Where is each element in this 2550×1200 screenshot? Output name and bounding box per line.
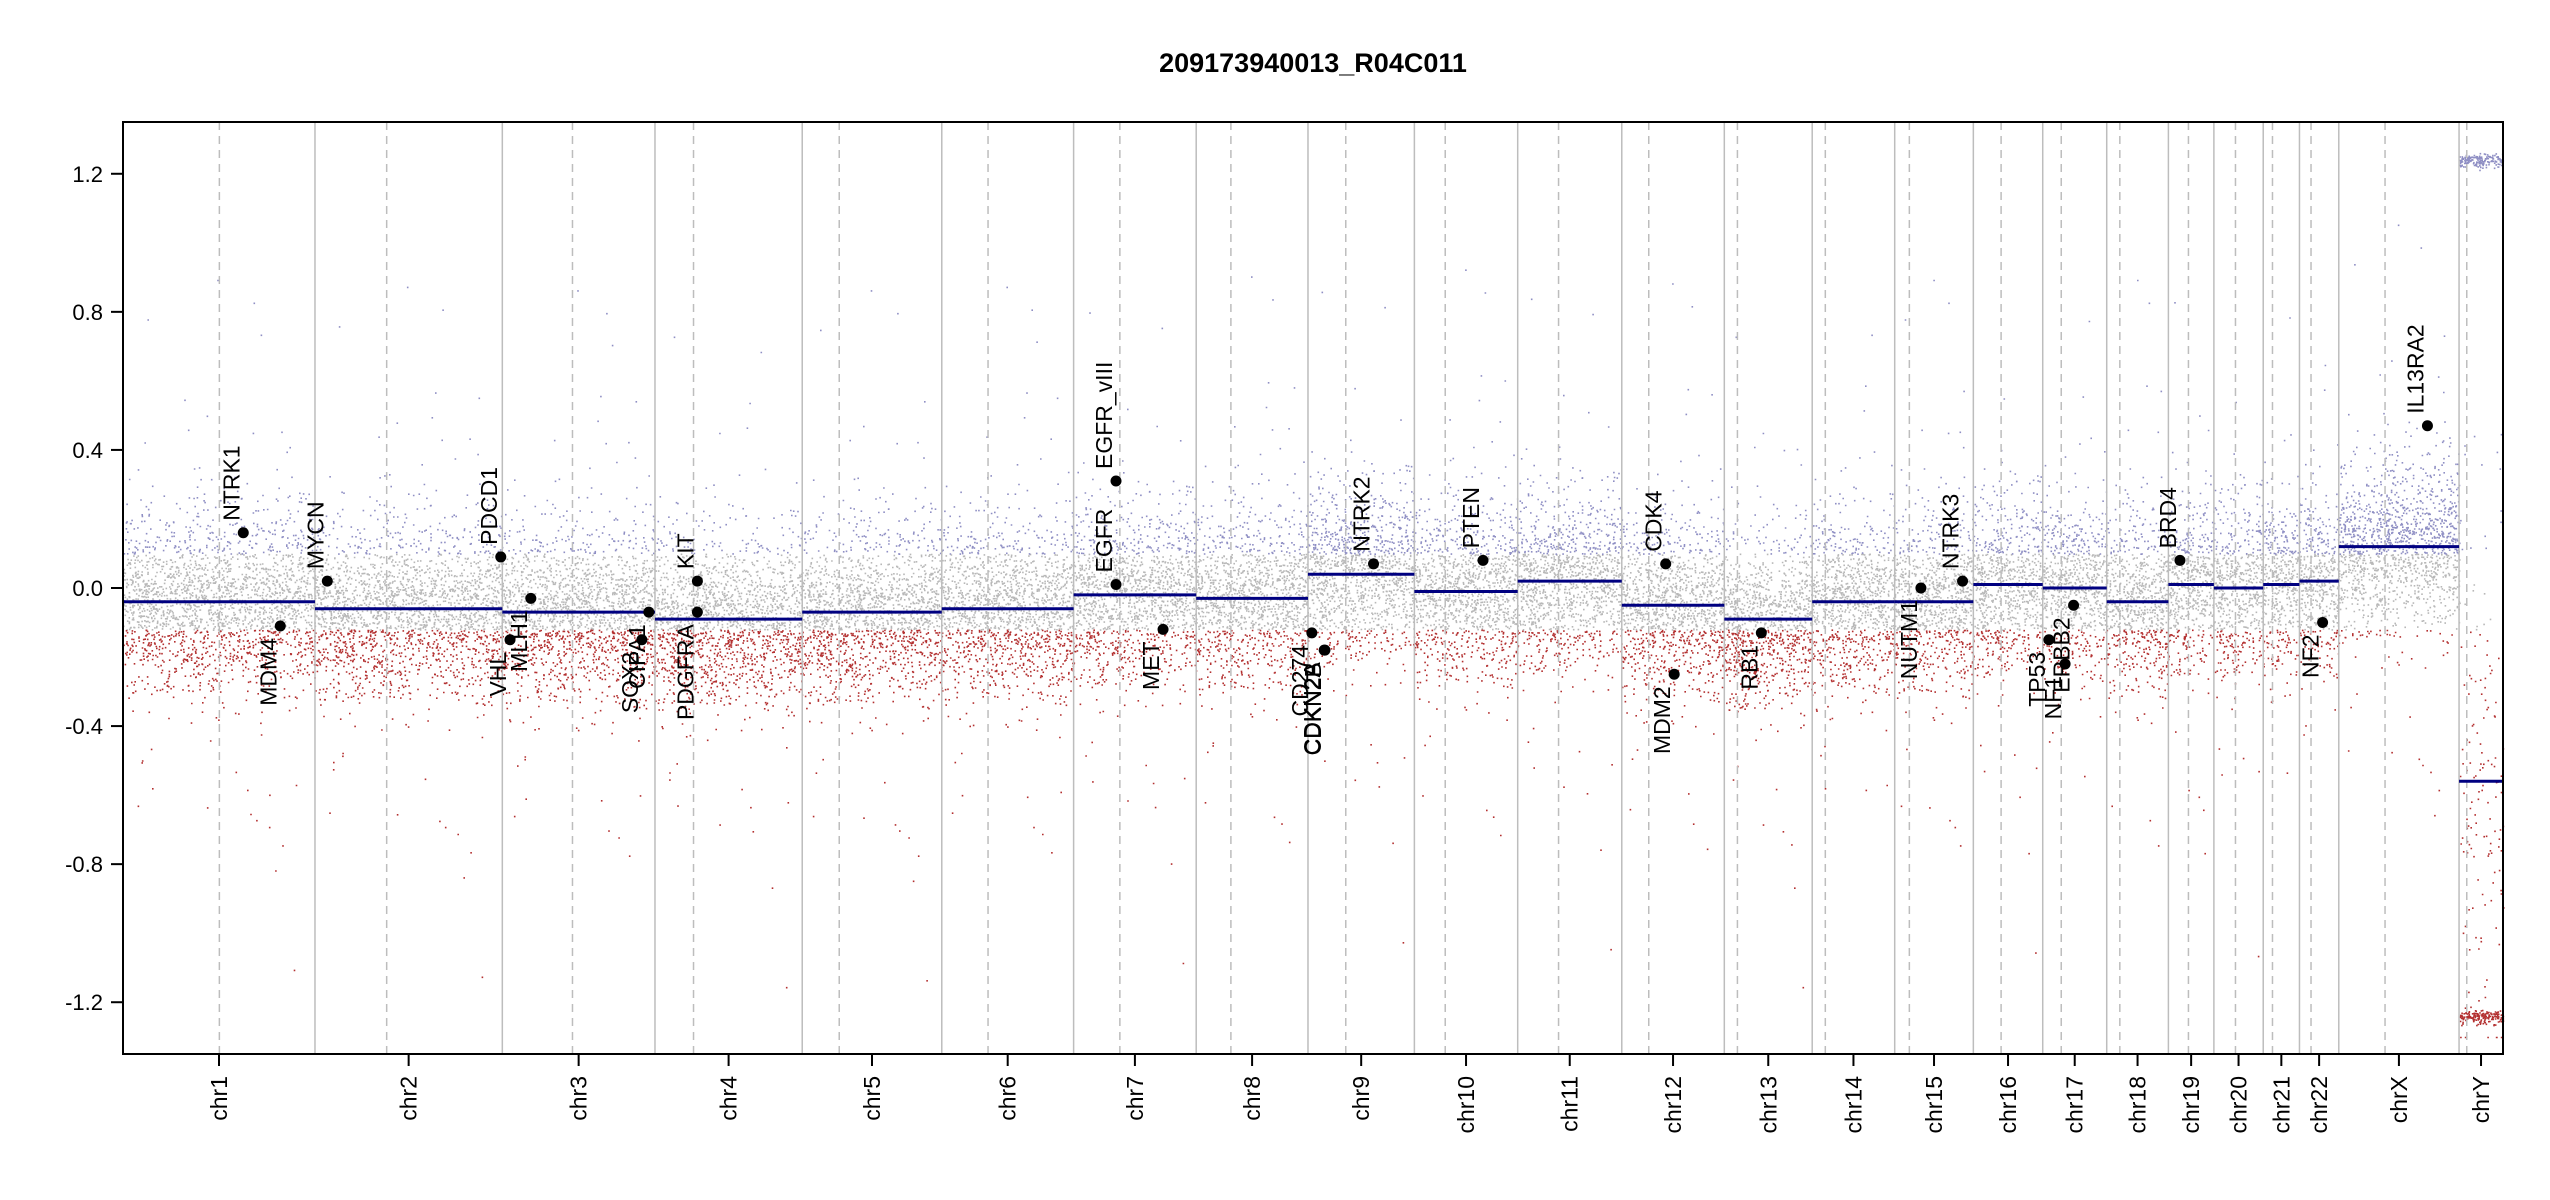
gene-point-ntrk2 [1368,558,1380,570]
gene-label-nutm1: NUTM1 [1896,600,1922,679]
probe-points [123,152,2505,1039]
x-tick-label-chr15: chr15 [1921,1076,1947,1134]
gene-label-mycn: MYCN [302,501,328,569]
x-tick-label-chr11: chr11 [1557,1076,1583,1132]
gene-label-nf2: NF2 [2298,635,2324,678]
gene-label-nf1: NF1 [2040,676,2066,719]
gene-point-sox2 [636,634,648,646]
gene-point-vhl [504,634,516,646]
y-tick-label: -1.2 [65,990,103,1015]
gene-label-kit: KIT [672,533,698,569]
segment-lines [123,545,2503,783]
gene-point-pdcd1 [495,551,507,563]
gene-label-pten: PTEN [1458,487,1484,548]
gene-point-brd4 [2174,554,2186,566]
x-tick-label-chr10: chr10 [1453,1076,1479,1134]
x-tick-label-chr1: chr1 [206,1076,232,1121]
gene-point-nf1 [2059,658,2071,670]
gene-label-mlh1: MLH1 [506,610,532,671]
x-tick-label-chr7: chr7 [1122,1076,1148,1121]
gene-label-tp53: TP53 [2024,652,2050,707]
gene-label-erbb2: ERBB2 [2049,617,2075,692]
gene-point-rb1 [1755,627,1767,639]
chart-title: 209173940013_R04C011 [1159,48,1467,78]
y-axis: 1.2 0.8 0.4 0.0 -0.4 -0.8 -1.2 [65,162,123,1015]
x-tick-label-chr14: chr14 [1841,1076,1867,1134]
gene-label-pdgfra: PDGFRA [672,624,698,721]
x-tick-label-chr22: chr22 [2306,1076,2332,1134]
gene-label-mdm2: MDM2 [1649,686,1675,754]
gene-label-egfr: EGFR [1091,509,1117,573]
gene-point-pten [1477,554,1489,566]
gene-point-ntrk3 [1957,575,1969,587]
gene-label-egfr_viii: EGFR_vIII [1091,362,1117,469]
x-tick-label-chr19: chr19 [2178,1076,2204,1134]
gene-label-sox2: SOX2 [617,652,643,713]
gene-label-cdk4: CDK4 [1641,490,1667,552]
gene-point-cdk4 [1660,558,1672,570]
gene-point-nutm1 [1915,582,1927,594]
gene-label-rb1: RB1 [1736,645,1762,690]
plot-frame [122,121,2504,1055]
gene-point-kit [691,575,703,587]
x-tick-label-chrX: chrX [2386,1076,2412,1123]
x-tick-label-chr17: chr17 [2062,1076,2088,1134]
x-tick-label-chr4: chr4 [716,1076,742,1121]
x-tick-label-chr13: chr13 [1755,1076,1781,1134]
x-tick-label-chr8: chr8 [1239,1076,1265,1121]
x-tick-label-chr2: chr2 [396,1076,422,1121]
gene-point-egfr [1110,579,1122,591]
gene-label-pdcd1: PDCD1 [476,467,502,545]
gene-label-ntrk3: NTRK3 [1938,494,1964,569]
x-tick-label-chr6: chr6 [995,1076,1021,1121]
y-tick-label: 1.2 [72,162,103,187]
x-tick-label-chr12: chr12 [1660,1076,1686,1134]
gene-label-vhl: VHL [485,652,511,697]
gene-point-cd274 [1306,627,1318,639]
y-tick-label: -0.4 [65,714,103,739]
gene-point-mdm4 [274,620,286,632]
gene-label-ntrk2: NTRK2 [1349,476,1375,551]
y-tick-label: 0.8 [72,300,103,325]
x-tick-label-chr5: chr5 [859,1076,885,1121]
x-tick-label-chr18: chr18 [2125,1076,2151,1134]
x-tick-label-chr21: chr21 [2268,1076,2294,1134]
x-tick-label-chr16: chr16 [1995,1076,2021,1134]
x-axis: chr1 chr2 chr3 chr4 chr5 chr6 chr7 chr8 chr9 chr1… [206,1054,2494,1134]
gene-label-il13ra2: IL13RA2 [2402,324,2428,414]
probe-points-neutral [123,553,2492,631]
gene-point-cdkn2b [1319,644,1331,656]
gene-point-mdm2 [1668,668,1680,680]
gene-label-cdkn2a: CDKN2A [1299,661,1325,755]
y-tick-label: -0.8 [65,852,103,877]
gene-point-nf2 [2317,617,2329,629]
y-tick-label: 0.4 [72,438,103,463]
gene-label-met: MET [1138,641,1164,690]
gene-point-met [1157,623,1169,635]
gene-point-egfr_viii [1110,475,1122,487]
gene-label-cdkn2b: CDKN2B [1300,662,1326,755]
gene-label-brd4: BRD4 [2155,487,2181,549]
x-tick-label-chr3: chr3 [566,1076,592,1121]
gene-point-mlh1 [525,592,537,604]
gene-point-il13ra2 [2421,420,2433,432]
gene-label-mdm4: MDM4 [255,638,281,706]
gene-point-ntrk1 [237,527,249,539]
gene-label-cd274: CD274 [1287,645,1313,717]
gene-point-mycn [321,575,333,587]
gene-point-tp53 [2043,634,2055,646]
x-tick-label-chrY: chrY [2468,1076,2494,1123]
y-tick-label: 0.0 [72,576,103,601]
gene-point-erbb2 [2068,599,2080,611]
x-tick-label-chr20: chr20 [2226,1076,2252,1134]
gene-label-cipa1: CIPA1 [624,624,650,689]
gene-point-cipa1 [643,606,655,618]
gene-point-pdgfra [691,606,703,618]
gene-label-ntrk1: NTRK1 [218,445,244,520]
x-tick-label-chr9: chr9 [1348,1076,1374,1121]
